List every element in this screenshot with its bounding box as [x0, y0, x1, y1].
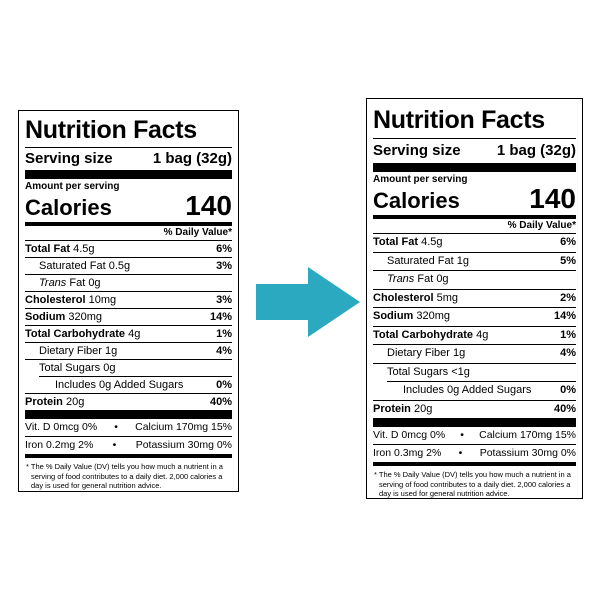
sodium-row: Sodium 320mg 14% — [373, 307, 576, 326]
vitamin-row-1: Vit. D 0mcg 0% • Calcium 170mg 15% — [25, 419, 232, 436]
calories-value: 140 — [185, 190, 232, 221]
total-sugars-row: Total Sugars <1g — [373, 362, 576, 382]
daily-value-header: % Daily Value* — [163, 227, 232, 238]
serving-size-value: 1 bag (32g) — [496, 142, 576, 159]
thick-rule — [25, 170, 232, 179]
total-fat-row: Total Fat 4.5g 6% — [25, 240, 232, 257]
bullet: • — [460, 429, 464, 441]
sodium-row: Sodium 320mg 14% — [25, 308, 232, 325]
total-carbohydrate-row: Total Carbohydrate 4g 1% — [373, 325, 576, 345]
added-sugars-row: Includes 0g Added Sugars 0% — [39, 376, 232, 393]
potassium: Potassium 30mg 0% — [479, 447, 576, 459]
trans-fat-row: Trans Fat 0g — [25, 274, 232, 291]
serving-size-label: Serving size — [373, 142, 461, 159]
medium-rule — [25, 454, 232, 458]
saturated-fat-row: Saturated Fat 1g 5% — [373, 251, 576, 271]
trans-fat-row: Trans Fat 0g — [373, 270, 576, 289]
serving-size-label: Serving size — [25, 150, 113, 167]
calories-label: Calories — [373, 188, 460, 213]
added-sugars-row: Includes 0g Added Sugars 0% — [387, 381, 576, 400]
calories-row: Calories 140 — [25, 192, 232, 220]
dietary-fiber-row: Dietary Fiber 1g 4% — [373, 344, 576, 363]
medium-rule — [25, 222, 232, 226]
vitamin-row-2: Iron 0.3mg 2% • Potassium 30mg 0% — [373, 445, 576, 462]
footnote: * The % Daily Value (DV) tells you how m… — [374, 470, 571, 498]
iron: Iron 0.2mg 2% — [25, 439, 94, 451]
potassium: Potassium 30mg 0% — [135, 439, 232, 451]
arrow-right-icon — [256, 267, 360, 337]
daily-value-header: % Daily Value* — [507, 220, 576, 231]
amount-per-serving: Amount per serving — [373, 174, 468, 185]
cholesterol-row: Cholesterol 10mg 3% — [25, 291, 232, 308]
calories-label: Calories — [25, 195, 112, 220]
serving-size-row: Serving size 1 bag (32g) — [373, 139, 576, 163]
vitamin-row-2: Iron 0.2mg 2% • Potassium 30mg 0% — [25, 437, 232, 454]
cholesterol-row: Cholesterol 5mg 2% — [373, 288, 576, 308]
thick-rule — [373, 163, 576, 172]
vitamin-d: Vit. D 0mcg 0% — [373, 429, 446, 441]
serving-size-row: Serving size 1 bag (32g) — [25, 148, 232, 170]
calories-value: 140 — [529, 183, 576, 214]
medium-rule — [373, 215, 576, 219]
vitamin-d: Vit. D 0mcg 0% — [25, 421, 98, 433]
thick-rule — [373, 418, 576, 427]
bullet: • — [112, 439, 117, 451]
calcium: Calcium 170mg 15% — [479, 429, 576, 441]
amount-per-serving: Amount per serving — [25, 181, 120, 192]
thick-rule — [25, 410, 232, 419]
total-sugars-row: Total Sugars 0g — [25, 359, 232, 376]
serving-size-value: 1 bag (32g) — [152, 150, 232, 167]
dietary-fiber-row: Dietary Fiber 1g 4% — [25, 342, 232, 359]
label-title: Nutrition Facts — [373, 106, 545, 134]
medium-rule — [373, 462, 576, 466]
nutrition-label-after: Nutrition Facts Serving size 1 bag (32g)… — [366, 98, 583, 499]
total-carbohydrate-row: Total Carbohydrate 4g 1% — [25, 325, 232, 342]
footnote: * The % Daily Value (DV) tells you how m… — [26, 462, 223, 490]
bullet: • — [458, 447, 463, 459]
vitamin-row-1: Vit. D 0mcg 0% • Calcium 170mg 15% — [373, 427, 576, 444]
protein-row: Protein 20g 40% — [25, 393, 232, 410]
total-fat-row: Total Fat 4.5g 6% — [373, 233, 576, 252]
nutrition-label-before: Nutrition Facts Serving size 1 bag (32g)… — [18, 110, 239, 492]
calories-row: Calories 140 — [373, 185, 576, 213]
label-title: Nutrition Facts — [25, 116, 197, 144]
iron: Iron 0.3mg 2% — [373, 447, 442, 459]
saturated-fat-row: Saturated Fat 0.5g 3% — [25, 257, 232, 274]
bullet: • — [114, 421, 118, 433]
calcium: Calcium 170mg 15% — [135, 421, 232, 433]
protein-row: Protein 20g 40% — [373, 399, 576, 419]
